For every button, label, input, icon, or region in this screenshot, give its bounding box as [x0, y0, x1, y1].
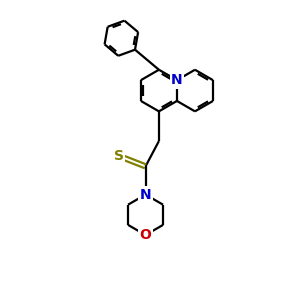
Text: N: N: [140, 188, 152, 202]
Text: N: N: [171, 73, 183, 87]
Text: O: O: [140, 228, 152, 242]
Text: S: S: [114, 149, 124, 163]
